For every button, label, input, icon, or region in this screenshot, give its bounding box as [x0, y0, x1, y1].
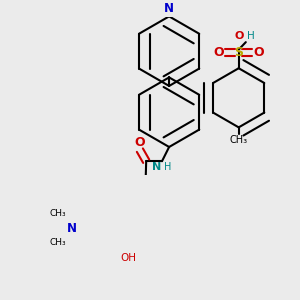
Text: O: O — [213, 46, 224, 59]
Text: CH₃: CH₃ — [50, 238, 67, 247]
Text: O: O — [135, 136, 145, 149]
Text: CH₃: CH₃ — [50, 209, 67, 218]
Text: OH: OH — [120, 253, 136, 263]
Text: O: O — [254, 46, 264, 59]
Text: N: N — [164, 2, 174, 15]
Text: S: S — [234, 46, 243, 59]
Text: N: N — [67, 222, 77, 235]
Text: CH₃: CH₃ — [230, 135, 248, 145]
Text: H: H — [164, 163, 172, 172]
Text: H: H — [247, 32, 255, 41]
Text: O: O — [235, 32, 244, 41]
Text: N: N — [152, 162, 161, 172]
